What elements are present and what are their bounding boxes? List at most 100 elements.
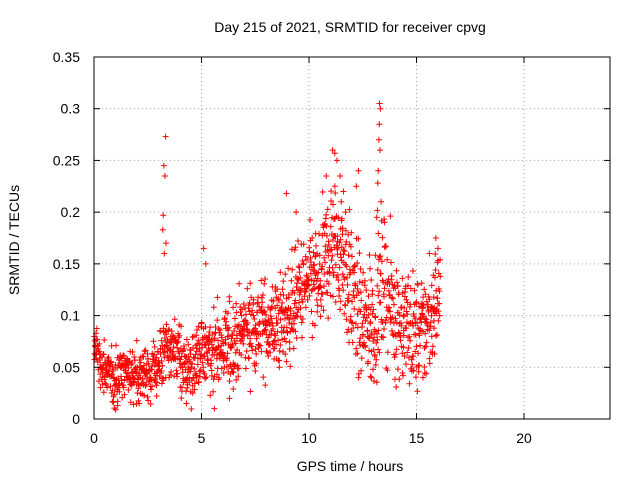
data-point <box>212 323 219 330</box>
data-point <box>349 320 356 327</box>
data-point <box>309 334 316 341</box>
data-point <box>247 340 254 347</box>
data-point <box>307 216 314 223</box>
data-point <box>275 310 282 317</box>
data-point <box>346 241 353 248</box>
data-point <box>100 389 107 396</box>
data-point <box>385 276 392 283</box>
data-point <box>403 361 410 368</box>
data-point <box>384 367 391 374</box>
data-point <box>373 379 380 386</box>
data-point <box>340 287 347 294</box>
data-point <box>195 323 202 330</box>
data-point <box>143 381 150 388</box>
data-point <box>354 311 361 318</box>
data-point <box>252 322 259 329</box>
data-point <box>160 162 167 169</box>
data-point <box>299 315 306 322</box>
data-point <box>343 316 350 323</box>
data-point <box>273 315 280 322</box>
data-point <box>417 342 424 349</box>
data-point <box>366 252 373 259</box>
y-tick-label: 0.3 <box>61 101 81 117</box>
data-point <box>114 398 121 405</box>
data-point <box>214 317 221 324</box>
data-point <box>230 304 237 311</box>
data-point <box>230 369 237 376</box>
data-point <box>376 288 383 295</box>
data-point <box>192 342 199 349</box>
data-point <box>136 370 143 377</box>
data-point <box>109 387 116 394</box>
data-point <box>291 289 298 296</box>
data-point <box>261 318 268 325</box>
data-point <box>141 348 148 355</box>
data-point <box>168 368 175 375</box>
data-point <box>365 311 372 318</box>
data-point <box>392 333 399 340</box>
data-point <box>223 318 230 325</box>
data-point <box>410 367 417 374</box>
data-point <box>295 263 302 270</box>
data-point <box>174 338 181 345</box>
data-point <box>133 337 140 344</box>
data-point <box>376 254 383 261</box>
data-point <box>284 329 291 336</box>
data-point <box>350 288 357 295</box>
data-point <box>149 383 156 390</box>
data-point <box>404 282 411 289</box>
data-point <box>422 291 429 298</box>
data-point <box>171 316 178 323</box>
data-point <box>428 312 435 319</box>
data-point <box>293 283 300 290</box>
data-point <box>165 327 172 334</box>
data-point <box>210 304 217 311</box>
data-point <box>160 212 167 219</box>
data-point <box>128 382 135 389</box>
data-point <box>270 298 277 305</box>
data-point <box>232 361 239 368</box>
data-point <box>149 362 156 369</box>
data-point <box>422 330 429 337</box>
data-point <box>275 295 282 302</box>
data-point <box>284 311 291 318</box>
data-point <box>368 276 375 283</box>
data-point <box>405 345 412 352</box>
data-point <box>187 368 194 375</box>
data-point <box>389 314 396 321</box>
data-point <box>332 261 339 268</box>
data-point <box>338 198 345 205</box>
data-point <box>397 337 404 344</box>
data-point <box>399 369 406 376</box>
data-point <box>224 350 231 357</box>
data-point <box>339 282 346 289</box>
data-point <box>258 348 265 355</box>
data-point <box>296 264 303 271</box>
data-point <box>370 366 377 373</box>
data-point <box>120 384 127 391</box>
data-point <box>274 328 281 335</box>
data-point <box>253 350 260 357</box>
data-point <box>404 349 411 356</box>
data-point <box>406 333 413 340</box>
data-point <box>414 281 421 288</box>
data-point <box>404 311 411 318</box>
data-point <box>294 275 301 282</box>
data-point <box>275 297 282 304</box>
data-point <box>241 317 248 324</box>
data-point <box>405 274 412 281</box>
data-point <box>268 332 275 339</box>
data-point <box>148 366 155 373</box>
data-point <box>364 327 371 334</box>
data-point <box>194 341 201 348</box>
data-point <box>370 377 377 384</box>
data-point <box>425 301 432 308</box>
data-point <box>288 277 295 284</box>
data-point <box>293 209 300 216</box>
data-point <box>400 372 407 379</box>
data-point <box>280 292 287 299</box>
data-point <box>274 286 281 293</box>
y-tick-label: 0 <box>72 411 80 427</box>
data-point <box>250 312 257 319</box>
data-point <box>206 329 213 336</box>
